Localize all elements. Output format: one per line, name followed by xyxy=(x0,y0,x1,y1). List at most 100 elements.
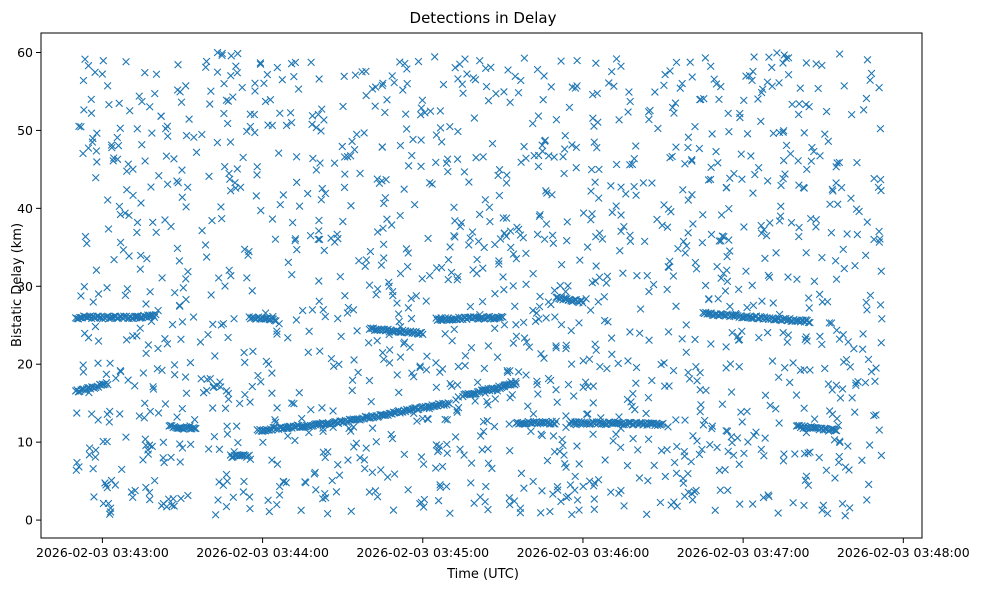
data-point xyxy=(170,370,179,379)
data-point xyxy=(672,143,680,151)
data-point xyxy=(142,483,150,492)
data-point xyxy=(403,262,412,271)
data-point xyxy=(500,229,509,237)
data-point xyxy=(265,507,274,516)
data-point xyxy=(757,221,765,230)
data-point xyxy=(312,123,321,132)
data-point xyxy=(365,281,374,289)
data-point xyxy=(162,152,171,160)
data-point xyxy=(154,409,163,417)
data-point xyxy=(399,86,407,94)
data-point xyxy=(87,95,96,104)
data-point xyxy=(827,319,836,327)
data-point xyxy=(340,153,349,161)
data-point xyxy=(758,297,766,305)
data-point xyxy=(190,415,199,424)
data-point xyxy=(284,432,292,440)
data-point xyxy=(170,502,179,510)
data-point xyxy=(590,505,599,514)
data-point xyxy=(115,410,124,418)
data-point xyxy=(295,388,304,397)
data-point xyxy=(170,155,178,163)
data-point xyxy=(780,363,789,372)
data-point xyxy=(181,373,190,381)
data-point xyxy=(527,427,535,436)
data-point xyxy=(589,430,597,439)
data-point xyxy=(566,481,575,489)
data-point xyxy=(552,417,561,426)
data-point xyxy=(430,53,439,61)
data-point xyxy=(680,452,689,460)
data-point xyxy=(275,491,284,499)
data-point xyxy=(207,291,215,299)
data-point xyxy=(476,432,485,440)
data-point xyxy=(635,329,644,338)
data-point xyxy=(409,372,418,381)
data-point xyxy=(794,232,803,241)
data-point xyxy=(422,366,431,374)
data-point xyxy=(766,219,774,227)
data-point xyxy=(214,496,222,504)
data-point xyxy=(182,131,191,140)
data-point xyxy=(417,162,425,171)
data-point xyxy=(295,202,304,210)
data-point xyxy=(666,153,674,162)
data-point xyxy=(748,500,757,508)
data-point xyxy=(362,67,370,76)
data-point xyxy=(573,496,582,504)
data-point xyxy=(510,497,519,505)
data-point xyxy=(516,76,525,85)
data-point xyxy=(769,299,778,307)
data-point xyxy=(425,178,434,187)
data-point xyxy=(499,313,507,321)
data-point xyxy=(569,392,578,400)
data-point xyxy=(178,193,187,202)
data-point xyxy=(514,225,523,234)
data-point xyxy=(804,294,813,302)
data-point xyxy=(630,154,639,163)
data-point xyxy=(610,82,618,91)
data-point xyxy=(315,235,324,244)
data-point xyxy=(469,266,477,274)
data-point xyxy=(491,395,500,403)
data-point xyxy=(383,95,391,104)
data-point xyxy=(660,382,669,390)
data-point xyxy=(229,493,238,502)
data-point xyxy=(740,223,748,231)
data-point xyxy=(402,125,411,133)
data-point xyxy=(789,359,797,367)
data-point xyxy=(717,237,725,245)
data-point xyxy=(824,380,833,388)
data-point xyxy=(387,221,396,229)
data-point xyxy=(600,292,609,301)
data-point xyxy=(92,147,101,155)
data-point xyxy=(425,271,434,280)
data-point xyxy=(150,476,159,485)
data-point xyxy=(764,491,772,499)
data-point xyxy=(497,312,506,321)
data-point xyxy=(795,223,803,232)
data-point xyxy=(794,110,803,119)
data-point xyxy=(699,210,707,219)
data-point xyxy=(129,191,137,200)
data-point xyxy=(744,438,752,446)
data-point xyxy=(176,458,185,466)
data-point xyxy=(828,185,837,194)
data-point xyxy=(241,390,249,399)
data-point xyxy=(103,196,112,204)
data-point xyxy=(499,214,508,222)
data-point xyxy=(170,288,179,297)
data-point xyxy=(600,316,609,325)
data-point xyxy=(552,344,560,352)
data-point xyxy=(378,143,387,151)
data-point xyxy=(875,227,883,236)
data-point xyxy=(375,179,384,188)
data-point xyxy=(121,291,130,300)
data-point xyxy=(697,400,705,409)
data-point xyxy=(294,85,303,93)
data-point xyxy=(568,141,576,149)
data-point xyxy=(840,264,849,273)
data-point xyxy=(470,499,478,508)
data-point xyxy=(141,157,149,165)
